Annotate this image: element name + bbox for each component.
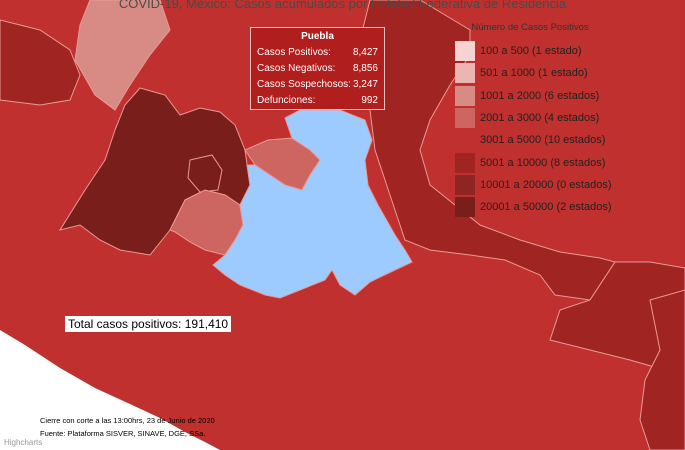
- legend-label: 20001 a 50000 (2 estados): [480, 201, 612, 214]
- ocean: [0, 330, 220, 450]
- legend-swatch: [455, 108, 475, 129]
- footer-cutoff: Cierre con corte a las 13:00hrs, 23 de J…: [40, 416, 215, 425]
- legend-label: 10001 a 20000 (0 estados): [480, 178, 612, 191]
- tooltip-suspected-label: Casos Sospechosos:: [257, 79, 351, 90]
- legend-label: 501 a 1000 (1 estado): [480, 67, 588, 80]
- chart-credit[interactable]: Highcharts: [4, 438, 43, 447]
- tooltip-row: Casos Positivos: 8,427: [257, 45, 378, 61]
- map-title: COVID-19, México: Casos acumulados por E…: [118, 0, 567, 11]
- legend-item-3001-5000[interactable]: 3001 a 5000 (10 estados): [455, 129, 605, 151]
- tooltip-state-name: Puebla: [301, 31, 334, 42]
- legend-swatch: [455, 174, 475, 195]
- legend-swatch: [455, 41, 475, 62]
- legend-item-5001-10000[interactable]: 5001 a 10000 (8 estados): [455, 151, 605, 173]
- footer: Cierre con corte a las 13:00hrs, 23 de J…: [40, 414, 215, 440]
- tooltip-row: Casos Sospechosos: 3,247: [257, 77, 378, 93]
- legend-swatch: [455, 152, 475, 173]
- total-positive-cases: Total casos positivos: 191,410: [65, 316, 232, 332]
- legend: Número de Casos Positivos 100 a 500 (1 e…: [455, 22, 612, 218]
- legend-item-2001-3000[interactable]: 2001 a 3000 (4 estados): [455, 107, 605, 129]
- state-queretaro[interactable]: [74, 0, 171, 111]
- tooltip-negative-label: Casos Negativos:: [257, 63, 336, 74]
- legend-title: Número de Casos Positivos: [471, 22, 589, 33]
- tooltip-deaths-value: 992: [361, 95, 378, 106]
- tooltip-positive-value: 8,427: [352, 47, 378, 58]
- legend-swatch: [455, 85, 475, 106]
- legend-swatch: [455, 130, 475, 151]
- legend-item-10001-20000[interactable]: 10001 a 20000 (0 estados): [455, 174, 612, 196]
- legend-item-1001-2000[interactable]: 1001 a 2000 (6 estados): [455, 85, 605, 107]
- tooltip-positive-label: Casos Positivos:: [257, 47, 331, 58]
- tooltip-row: Defunciones: 992: [257, 93, 378, 109]
- legend-item-501-1000[interactable]: 501 a 1000 (1 estado): [455, 62, 605, 84]
- tooltip-row: Casos Negativos: 8,856: [257, 61, 378, 77]
- state-chiapas[interactable]: [639, 289, 685, 450]
- legend-item-20001-50000[interactable]: 20001 a 50000 (2 estados): [455, 196, 612, 218]
- tooltip-deaths-label: Defunciones:: [257, 95, 316, 106]
- legend-label: 2001 a 3000 (4 estados): [480, 112, 600, 125]
- legend-label: 3001 a 5000 (10 estados): [480, 134, 606, 147]
- legend-label: 1001 a 2000 (6 estados): [480, 89, 600, 102]
- legend-label: 100 a 500 (1 estado): [480, 45, 582, 58]
- state-cdmx[interactable]: [187, 154, 223, 193]
- legend-item-100-500[interactable]: 100 a 500 (1 estado): [455, 40, 605, 62]
- footer-source: Fuente: Plataforma SISVER, SINAVE, DGE, …: [40, 429, 206, 438]
- tooltip-suspected-value: 3,247: [352, 79, 378, 90]
- legend-label: 5001 a 10000 (8 estados): [480, 156, 606, 169]
- state-tabasco[interactable]: [549, 261, 685, 373]
- tooltip-negative-value: 8,856: [352, 63, 378, 74]
- state-west-dark[interactable]: [0, 19, 81, 106]
- legend-swatch: [455, 197, 475, 218]
- state-puebla[interactable]: [212, 109, 413, 299]
- state-tooltip: Puebla Casos Positivos: 8,427 Casos Nega…: [250, 27, 385, 110]
- legend-swatch: [455, 63, 475, 84]
